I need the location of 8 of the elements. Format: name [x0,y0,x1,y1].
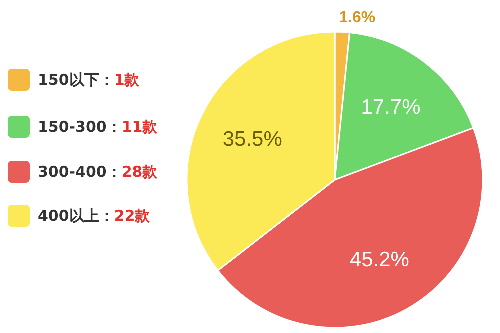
legend-label: 300-400：28款 [38,163,159,181]
legend-label: 150以下：1款 [38,71,141,89]
data-label: 35.5% [222,128,282,152]
legend-label: 400以上：22款 [38,207,152,225]
data-label: 1.6% [339,10,376,27]
legend-label: 150-300：11款 [38,118,159,136]
data-label: 45.2% [350,248,410,272]
data-label: 17.7% [361,96,421,119]
